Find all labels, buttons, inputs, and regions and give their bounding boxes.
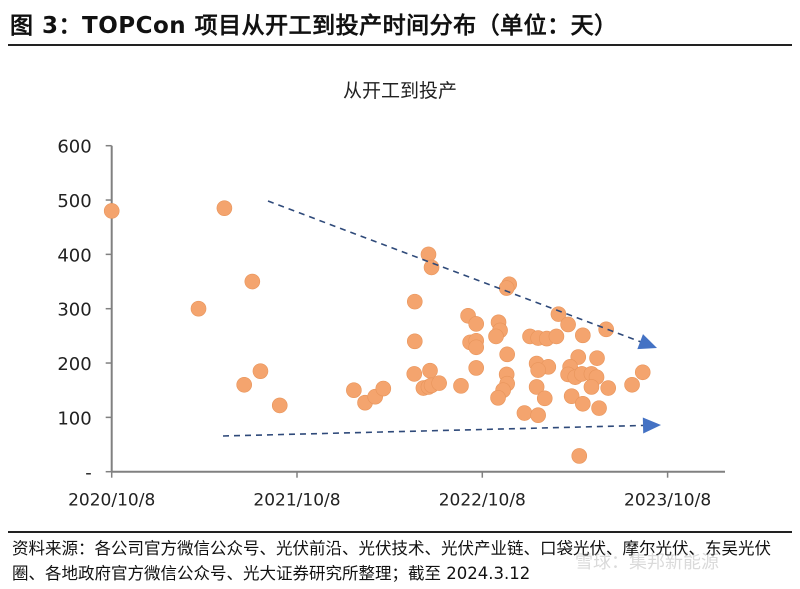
data-point [406, 366, 423, 382]
data-point [563, 388, 580, 404]
data-point [548, 328, 565, 345]
y-tick-label: 300 [57, 300, 91, 321]
y-tick-label: 500 [57, 191, 91, 212]
data-point [468, 316, 485, 332]
data-point [468, 339, 485, 356]
lower-trend-arrow-line [222, 424, 662, 437]
data-point [244, 273, 261, 290]
data-point [516, 405, 533, 421]
source-note: 资料来源：各公司官方微信公众号、光伏前沿、光伏技术、光伏产业链、口袋光伏、摩尔光… [12, 539, 771, 583]
data-point [406, 293, 423, 310]
axes: - 100 200 300 400 500 600 2020/10/8 2021/10/8 202… [57, 137, 725, 511]
data-point [624, 376, 640, 393]
x-tick-label: 2022/10/8 [439, 491, 526, 511]
data-point [598, 321, 614, 338]
source-divider [8, 531, 792, 533]
y-tick-label: 600 [57, 137, 91, 158]
chart-title: 从开工到投产 [343, 80, 457, 102]
data-point [589, 350, 605, 366]
data-point [560, 316, 576, 333]
data-point [468, 360, 485, 376]
data-point [422, 362, 438, 379]
data-point [634, 364, 651, 381]
data-point [499, 346, 515, 363]
data-point [591, 400, 607, 416]
title-divider [8, 44, 792, 46]
upper-trend-arrow-line [267, 200, 658, 349]
lower-trend-arrow-head-icon [642, 417, 661, 434]
x-tick-label: 2023/10/8 [624, 491, 711, 511]
y-tick-label: 100 [57, 408, 91, 429]
y-tick-label: 400 [57, 245, 91, 266]
trend-arrows [222, 200, 662, 437]
data-point [488, 328, 504, 345]
data-point [530, 362, 546, 378]
scatter-chart: 从开工到投产 - 100 200 300 400 500 600 2020/10/8 2021/… [57, 80, 725, 511]
y-tick-label: - [85, 463, 92, 484]
x-tick-label: 2021/10/8 [253, 491, 340, 511]
data-point [423, 259, 440, 276]
data-point [216, 200, 233, 216]
y-tick-label: 200 [57, 354, 91, 375]
data-point [431, 375, 447, 391]
data-point [583, 379, 600, 395]
data-point [536, 390, 553, 407]
data-point [600, 380, 617, 396]
data-point [530, 407, 546, 423]
data-point [550, 306, 567, 322]
watermark: 雪球：集邦新能源 [575, 552, 719, 573]
data-point [103, 203, 120, 219]
data-point [346, 382, 362, 399]
figure-title: 图 3：TOPCon 项目从开工到投产时间分布（单位：天） [10, 13, 618, 39]
data-point [498, 280, 515, 296]
data-point [575, 327, 591, 344]
data-point [571, 448, 588, 464]
upper-trend-arrow-head-icon [637, 334, 657, 350]
data-point [490, 390, 506, 406]
data-point [406, 333, 423, 350]
data-point [375, 380, 392, 397]
data-point [252, 363, 269, 379]
data-point [236, 376, 253, 393]
data-point [271, 397, 288, 414]
data-point [190, 300, 207, 317]
data-point [453, 378, 469, 394]
data-point [528, 379, 545, 395]
data-point [575, 395, 591, 412]
points [103, 200, 651, 464]
x-tick-label: 2020/10/8 [68, 491, 155, 511]
